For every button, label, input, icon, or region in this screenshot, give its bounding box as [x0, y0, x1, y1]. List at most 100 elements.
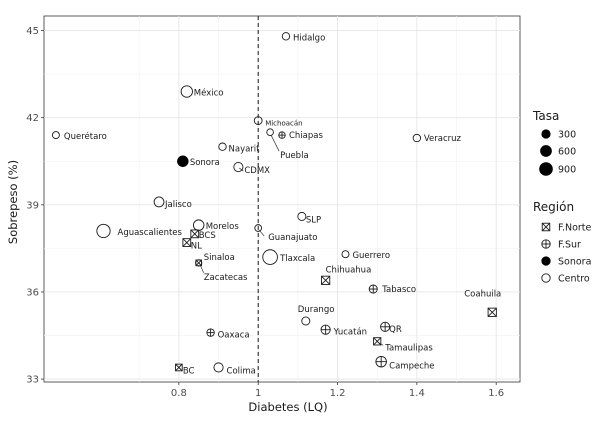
point-tabasco	[368, 284, 378, 294]
label-jalisco: Jalisco	[164, 200, 192, 210]
label-tamaulipas: Tamaulipas	[384, 343, 433, 353]
point-oaxaca	[206, 328, 215, 337]
label-tabasco: Tabasco	[381, 285, 416, 295]
label-hidalgo: Hidalgo	[293, 33, 325, 43]
label-leader-tamaulipas	[378, 342, 384, 346]
label-bcs: BCS	[199, 231, 216, 241]
label-leader-zacatecas	[199, 263, 205, 274]
legend-region-label: Centro	[558, 274, 590, 285]
label-chihuahua: Chihuahua	[326, 265, 372, 275]
point-nayarit	[218, 142, 227, 151]
legend-size-label: 900	[558, 165, 576, 176]
legend-size-label: 300	[558, 130, 576, 141]
label-leader-cdmx	[239, 167, 244, 172]
label-durango: Durango	[298, 305, 335, 315]
label-campeche: Campeche	[389, 362, 434, 372]
legend-size-label: 600	[558, 147, 576, 158]
legend-region-sonora: Sonora	[541, 256, 591, 268]
point-durango	[301, 316, 311, 326]
legend-region-label: Sonora	[558, 257, 591, 268]
legend-region-entries: F.Norte F.Sur Sonora Centro	[541, 223, 592, 285]
point-chihuahua	[321, 275, 331, 285]
x-axis-title: Diabetes (LQ)	[248, 400, 327, 414]
label-quer-taro: Querétaro	[64, 131, 107, 142]
plot-panel-border	[43, 15, 521, 383]
x-tick-label: 1.2	[330, 388, 346, 399]
point-zacatecas	[195, 259, 203, 267]
point-labels: Hidalgo México Querétaro Michoacán Chiapas Pu…	[64, 33, 501, 376]
point-chiapas	[278, 131, 286, 139]
label-aguascalientes: Aguascalientes	[118, 228, 183, 238]
point-quer-taro	[51, 131, 60, 140]
x-tick-label: 1	[255, 388, 261, 399]
label-coahuila: Coahuila	[464, 289, 501, 299]
point-m-xico	[180, 85, 193, 98]
legend-region-label: F.Sur	[558, 240, 581, 251]
y-tick-label: 33	[26, 375, 39, 386]
label-nl: NL	[191, 242, 202, 252]
point-aguascalientes	[96, 223, 111, 239]
point-bcs	[190, 229, 200, 239]
y-tick-label: 39	[26, 200, 39, 211]
point-guanajuato	[254, 224, 263, 232]
point-hidalgo	[281, 32, 291, 41]
label-tlaxcala: Tlaxcala	[279, 254, 315, 264]
label-guerrero: Guerrero	[352, 251, 390, 261]
label-slp: SLP	[306, 215, 321, 225]
legend-size-900: 900	[539, 162, 576, 176]
label-nayarit: Nayarit	[229, 145, 261, 155]
legend-size-entries: 300 600 900	[539, 129, 576, 176]
y-axis-title: Sobrepeso (%)	[6, 160, 20, 244]
point-coahuila	[487, 307, 497, 317]
label-bc: BC	[183, 366, 195, 376]
label-sinaloa: Sinaloa	[204, 253, 235, 263]
label-yucat-n: Yucatán	[333, 328, 367, 338]
label-leader-puebla	[270, 135, 280, 152]
point-puebla	[266, 128, 274, 136]
label-oaxaca: Oaxaca	[218, 331, 250, 341]
label-morelos: Morelos	[206, 222, 240, 232]
legend-size-title: Tasa	[532, 109, 559, 123]
point-guerrero	[341, 250, 350, 259]
point-veracruz	[412, 133, 422, 143]
label-puebla: Puebla	[280, 151, 309, 161]
y-tick-label: 42	[26, 113, 39, 124]
point-bc	[175, 363, 183, 372]
point-slp	[297, 211, 307, 221]
legend-region-f-norte: F.Norte	[541, 223, 592, 234]
point-sonora	[177, 155, 189, 167]
legend-size-600: 600	[540, 145, 576, 158]
label-veracruz: Veracruz	[424, 134, 462, 144]
x-tick-label: 1.6	[488, 388, 504, 399]
x-tick-label: 1.4	[409, 388, 425, 399]
label-guanajuato: Guanajuato	[268, 233, 317, 243]
point-tlaxcala	[262, 249, 278, 265]
y-axis-ticks: 33 36 39 42 45	[26, 26, 44, 386]
point-tamaulipas	[373, 337, 382, 346]
point-campeche	[375, 355, 387, 368]
label-zacatecas: Zacatecas	[204, 273, 248, 283]
x-axis-ticks: 0.8 1 1.2 1.4 1.6	[171, 382, 504, 399]
point-cdmx	[233, 161, 244, 173]
legend-region-title: Región	[533, 200, 574, 214]
x-tick-label: 0.8	[171, 388, 187, 399]
data-points	[51, 32, 497, 373]
point-yucat-n	[320, 324, 331, 335]
y-tick-label: 45	[26, 26, 39, 37]
label-colima: Colima	[227, 366, 256, 376]
label-michoac-n: Michoacán	[265, 120, 302, 128]
label-leader-guanajuato	[258, 229, 265, 237]
label-qr: QR	[389, 325, 402, 335]
point-nl	[182, 238, 192, 247]
legend-size-300: 300	[541, 129, 576, 141]
legend: Tasa 300 600 900 Región F.Norte F.Sur Sonora…	[532, 109, 592, 285]
point-michoac-n	[253, 116, 263, 125]
point-qr	[380, 321, 391, 332]
plot-panel: Hidalgo México Querétaro Michoacán Chiapas Pu…	[43, 15, 521, 383]
label-m-xico: México	[194, 88, 224, 99]
legend-region-f-sur: F.Sur	[541, 239, 581, 251]
y-tick-label: 36	[26, 287, 39, 298]
label-sonora: Sonora	[190, 158, 220, 168]
legend-region-centro: Centro	[541, 273, 590, 285]
